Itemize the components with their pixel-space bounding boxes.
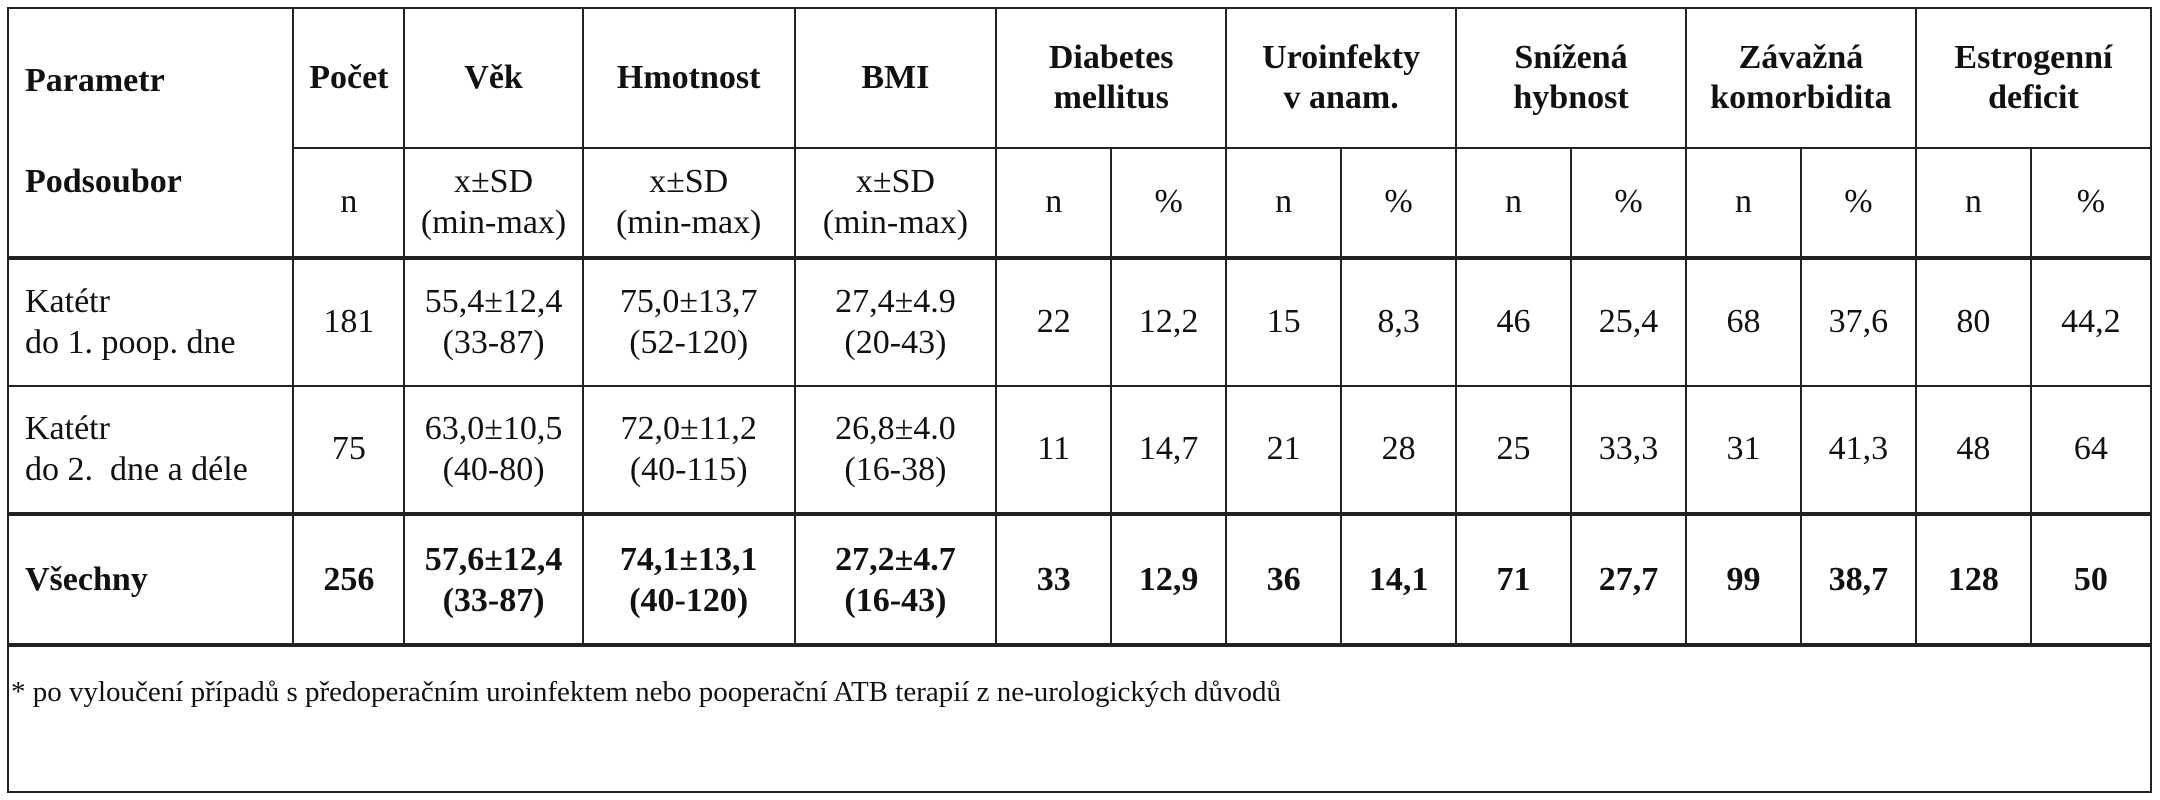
cell-kom-n: 99 — [1684, 512, 1802, 647]
header-vek: Věk — [403, 7, 584, 149]
cell-hyb-n: 46 — [1455, 256, 1573, 387]
cell-vek: 57,6±12,4 (33-87) — [403, 512, 584, 647]
cell-dm-pct: 12,9 — [1110, 512, 1228, 647]
table-row-total: Všechny 256 57,6±12,4 (33-87) 74,1±13,1 (4… — [6, 512, 2153, 647]
cell-uro-pct: 14,1 — [1340, 512, 1458, 647]
cell-uro-n: 15 — [1225, 256, 1343, 387]
cell-hmotnost: 72,0±11,2 (40-115) — [581, 385, 796, 515]
cell-est-n: 48 — [1914, 385, 2032, 515]
sub-pct: % — [2029, 147, 2153, 259]
table-row: Katétr do 2. dne a déle 75 63,0±10,5 (40-8… — [6, 385, 2153, 515]
sub-pct: % — [1340, 147, 1458, 259]
header-row: Parametr Počet Věk Hmotnost BMI Diabetes… — [6, 7, 2153, 149]
sub-n: n — [1684, 147, 1802, 259]
cell-dm-n: 22 — [995, 256, 1113, 387]
cell-hyb-pct: 25,4 — [1570, 256, 1687, 387]
header-uroinfekty: Uroinfekty v anam. — [1225, 7, 1458, 149]
cell-hmotnost: 75,0±13,7 (52-120) — [581, 256, 796, 387]
cell-uro-n: 36 — [1225, 512, 1343, 647]
sub-n: n — [292, 147, 406, 259]
row-label: Katétr do 1. poop. dne — [6, 256, 295, 387]
header-estrogen: Estrogenní deficit — [1914, 7, 2153, 149]
cell-kom-pct: 41,3 — [1799, 385, 1917, 515]
sub-pct: % — [1799, 147, 1917, 259]
header-komorbidita: Závažná komorbidita — [1684, 7, 1917, 149]
cell-vek: 63,0±10,5 (40-80) — [403, 385, 584, 515]
cell-kom-pct: 37,6 — [1799, 256, 1917, 387]
cell-est-pct: 64 — [2029, 385, 2153, 515]
data-table: Parametr Počet Věk Hmotnost BMI Diabetes… — [6, 7, 2153, 647]
sub-stat-bmi: x±SD (min-max) — [793, 147, 998, 259]
cell-hmotnost: 74,1±13,1 (40-120) — [581, 512, 796, 647]
cell-dm-pct: 12,2 — [1110, 256, 1228, 387]
cell-bmi: 26,8±4.0 (16-38) — [793, 385, 998, 515]
header-hmotnost: Hmotnost — [581, 7, 796, 149]
table-row: Katétr do 1. poop. dne 181 55,4±12,4 (33-8… — [6, 256, 2153, 387]
cell-dm-n: 33 — [995, 512, 1113, 647]
sub-n: n — [1914, 147, 2032, 259]
cell-vek: 55,4±12,4 (33-87) — [403, 256, 584, 387]
cell-hyb-n: 25 — [1455, 385, 1573, 515]
cell-uro-pct: 28 — [1340, 385, 1458, 515]
footnote-area: * po vyloučení případů s předoperačním u… — [7, 643, 2152, 793]
cell-pocet: 75 — [292, 385, 406, 515]
header-bmi: BMI — [793, 7, 998, 149]
sub-pct: % — [1570, 147, 1687, 259]
header-parametr: Parametr — [6, 7, 295, 148]
cell-hyb-pct: 27,7 — [1570, 512, 1687, 647]
header-pocet: Počet — [292, 7, 406, 149]
header-podsoubor: Podsoubor — [6, 148, 295, 259]
cell-bmi: 27,4±4.9 (20-43) — [793, 256, 998, 387]
subheader-row: Podsoubor n x±SD (min-max) x±SD (min-max) … — [6, 147, 2153, 259]
cell-uro-pct: 8,3 — [1340, 256, 1458, 387]
cell-hyb-n: 71 — [1455, 512, 1573, 647]
cell-hyb-pct: 33,3 — [1570, 385, 1687, 515]
cell-dm-n: 11 — [995, 385, 1113, 515]
row-label: Katétr do 2. dne a déle — [6, 385, 295, 515]
cell-est-n: 128 — [1914, 512, 2032, 647]
cell-est-n: 80 — [1914, 256, 2032, 387]
row-label: Všechny — [6, 512, 295, 647]
sub-stat-vek: x±SD (min-max) — [403, 147, 584, 259]
sub-n: n — [1225, 147, 1343, 259]
sub-stat-hmotnost: x±SD (min-max) — [581, 147, 796, 259]
cell-bmi: 27,2±4.7 (16-43) — [793, 512, 998, 647]
cell-pocet: 256 — [292, 512, 406, 647]
cell-kom-n: 31 — [1684, 385, 1802, 515]
sub-n: n — [1455, 147, 1573, 259]
cell-dm-pct: 14,7 — [1110, 385, 1228, 515]
cell-est-pct: 50 — [2029, 512, 2153, 647]
cell-pocet: 181 — [292, 256, 406, 387]
footnote: * po vyloučení případů s předoperačním u… — [11, 676, 1281, 708]
header-diabetes: Diabetes mellitus — [995, 7, 1228, 149]
sub-n: n — [995, 147, 1113, 259]
cell-kom-pct: 38,7 — [1799, 512, 1917, 647]
cell-est-pct: 44,2 — [2029, 256, 2153, 387]
header-hybnost: Snížená hybnost — [1455, 7, 1687, 149]
cell-kom-n: 68 — [1684, 256, 1802, 387]
cell-uro-n: 21 — [1225, 385, 1343, 515]
sub-pct: % — [1110, 147, 1228, 259]
